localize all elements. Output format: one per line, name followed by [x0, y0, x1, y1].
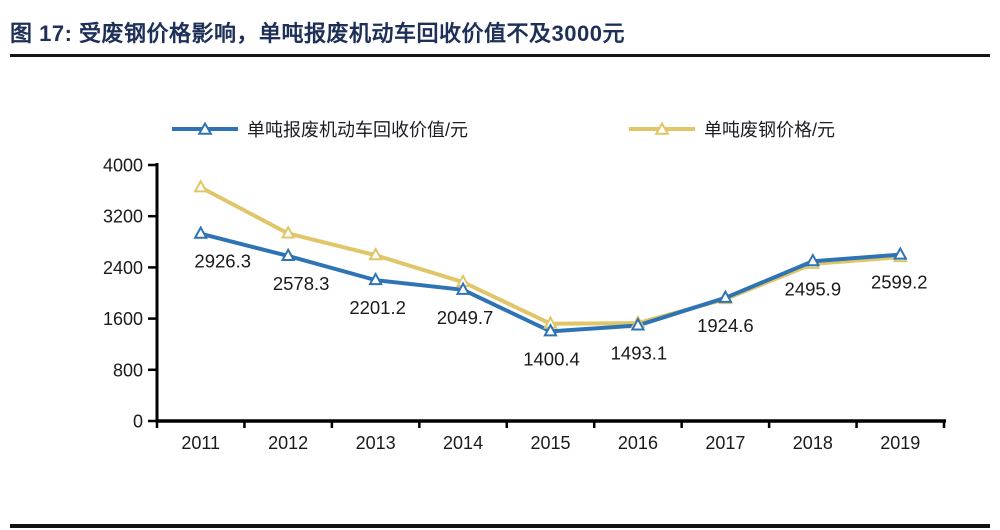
bottom-divider — [10, 524, 990, 528]
x-axis-tick-label: 2015 — [530, 433, 570, 453]
legend-line-triangle-icon — [629, 121, 695, 135]
x-axis-tick-label: 2012 — [268, 433, 308, 453]
data-label: 1400.4 — [523, 348, 580, 369]
chart-legend: 单吨报废机动车回收价值/元 单吨废钢价格/元 — [0, 116, 1000, 140]
y-axis-tick-label: 4000 — [103, 156, 143, 176]
data-label: 1924.6 — [697, 315, 754, 336]
y-axis-tick-label: 800 — [113, 360, 143, 380]
x-axis-tick-label: 2017 — [705, 433, 745, 453]
data-label: 2599.2 — [871, 272, 928, 293]
data-label: 2578.3 — [273, 273, 330, 294]
series-marker-0 — [630, 317, 646, 331]
legend-line-triangle-icon — [172, 121, 238, 135]
data-label: 2201.2 — [349, 297, 406, 318]
y-axis-tick-label: 0 — [133, 412, 143, 432]
x-axis-tick-label: 2013 — [356, 433, 396, 453]
series-marker-1 — [280, 225, 296, 239]
y-axis-tick-label: 3200 — [103, 207, 143, 227]
series-marker-1 — [368, 246, 383, 261]
series-marker-0 — [718, 289, 733, 303]
x-axis-tick-label: 2019 — [880, 433, 920, 453]
series-marker-0 — [892, 246, 908, 260]
legend-label-recycle-value: 单吨报废机动车回收价值/元 — [247, 120, 468, 140]
x-axis-tick-label: 2018 — [793, 433, 833, 453]
legend-label-scrap-steel-price: 单吨废钢价格/元 — [704, 120, 836, 140]
series-marker-0 — [455, 281, 471, 295]
x-axis-tick-label: 2014 — [443, 433, 483, 453]
series-line-1 — [198, 185, 903, 326]
series-marker-0 — [193, 225, 209, 239]
y-axis-tick-label: 1600 — [103, 309, 143, 329]
legend-item-scrap-steel-price: 单吨废钢价格/元 — [627, 116, 835, 142]
figure-title: 图 17: 受废钢价格影响，单吨报废机动车回收价值不及3000元 — [10, 21, 625, 46]
title-divider — [10, 54, 990, 57]
x-axis-tick-label: 2016 — [618, 433, 658, 453]
series-marker-1 — [193, 179, 209, 193]
series-marker-0 — [280, 247, 296, 261]
legend-item-recycle-value: 单吨报废机动车回收价值/元 — [170, 116, 468, 142]
x-axis-tick-label: 2011 — [181, 433, 220, 453]
data-label: 2495.9 — [785, 278, 842, 299]
y-axis-tick-label: 2400 — [103, 258, 143, 278]
series-marker-0 — [805, 252, 821, 267]
data-label: 2926.3 — [194, 251, 251, 272]
series-marker-0 — [543, 323, 558, 337]
data-label: 1493.1 — [611, 342, 668, 363]
data-label: 2049.7 — [437, 307, 494, 328]
series-marker-0 — [368, 271, 383, 286]
